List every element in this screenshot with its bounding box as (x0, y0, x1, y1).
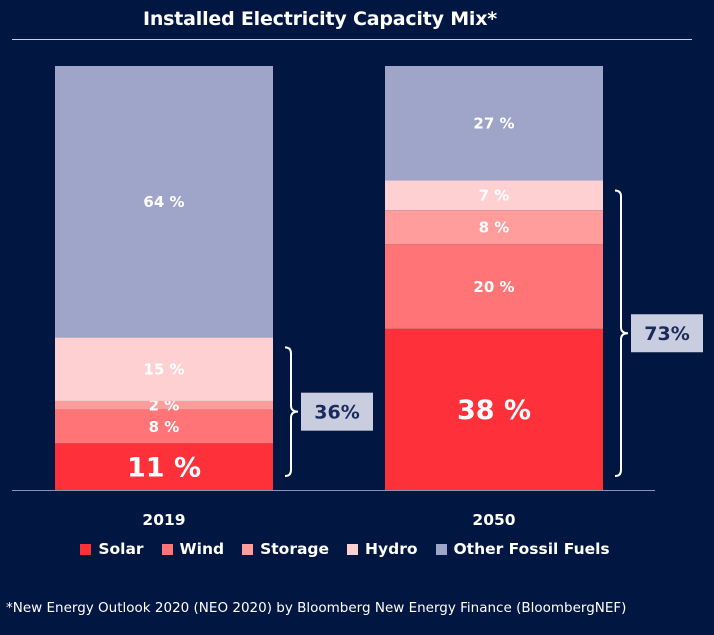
bar-2019-wind (55, 409, 273, 444)
title-divider (12, 39, 692, 40)
legend-swatch-solar (80, 543, 92, 555)
legend-item-solar: Solar (80, 540, 144, 558)
legend-label-storage: Storage (260, 540, 330, 558)
legend-label-wind: Wind (179, 540, 225, 558)
legend-item-other-fossil-fuels: Other Fossil Fuels (435, 540, 610, 558)
bar-2050-solar (385, 328, 603, 490)
bar-2050-hydro (385, 180, 603, 211)
bar-2050-storage (385, 210, 603, 245)
renewables-share-box-2019 (301, 392, 373, 431)
bar-2019-other-fossil-fuels (55, 66, 273, 338)
chart-legend: Solar Wind Storage Hydro Other Fossil Fuels (0, 540, 690, 558)
bar-2050-other-fossil-fuels (385, 66, 603, 181)
legend-label-solar: Solar (98, 540, 144, 558)
legend-item-wind: Wind (161, 540, 225, 558)
legend-swatch-other-fossil-fuels (435, 543, 447, 555)
data-label-2019-storage: 2 % (149, 397, 180, 415)
legend-swatch-wind (161, 543, 173, 555)
data-label-2019-other-fossil-fuels: 64 % (143, 193, 184, 211)
bracket-2019 (284, 346, 299, 477)
data-label-2050-solar: 38 % (457, 395, 531, 426)
data-label-2019-solar: 11 % (127, 452, 201, 483)
data-label-2050-hydro: 7 % (479, 187, 510, 205)
legend-item-hydro: Hydro (347, 540, 418, 558)
renewables-share-label-2050: 73% (644, 323, 689, 345)
bar-2019-hydro (55, 337, 273, 401)
bar-2050-wind (385, 244, 603, 329)
chart-title: Installed Electricity Capacity Mix* (142, 8, 498, 30)
legend-label-hydro: Hydro (365, 540, 418, 558)
data-label-2019-wind: 8 % (149, 418, 180, 436)
renewables-share-box-2050 (631, 314, 703, 353)
bracket-2050 (614, 189, 629, 477)
data-label-2050-other-fossil-fuels: 27 % (473, 115, 514, 133)
stacked-bar-chart: 11 % 8 % 2 % 15 % 64 % 2019 36% 38 % 20 % 8 % 7 % 2… (12, 66, 703, 529)
data-label-2019-hydro: 15 % (143, 361, 184, 379)
data-label-2050-storage: 8 % (479, 219, 510, 237)
footnote: *New Energy Outlook 2020 (NEO 2020) by B… (6, 600, 627, 616)
bar-2019-solar (55, 443, 273, 490)
legend-item-storage: Storage (242, 540, 329, 558)
x-tick-label-2019: 2019 (142, 511, 185, 529)
renewables-share-label-2019: 36% (314, 402, 359, 424)
data-label-2050-wind: 20 % (473, 278, 514, 296)
bar-2019-storage (55, 400, 273, 410)
legend-label-other-fossil-fuels: Other Fossil Fuels (453, 540, 610, 558)
legend-swatch-hydro (347, 543, 359, 555)
legend-swatch-storage (242, 543, 254, 555)
x-tick-label-2050: 2050 (472, 511, 515, 529)
